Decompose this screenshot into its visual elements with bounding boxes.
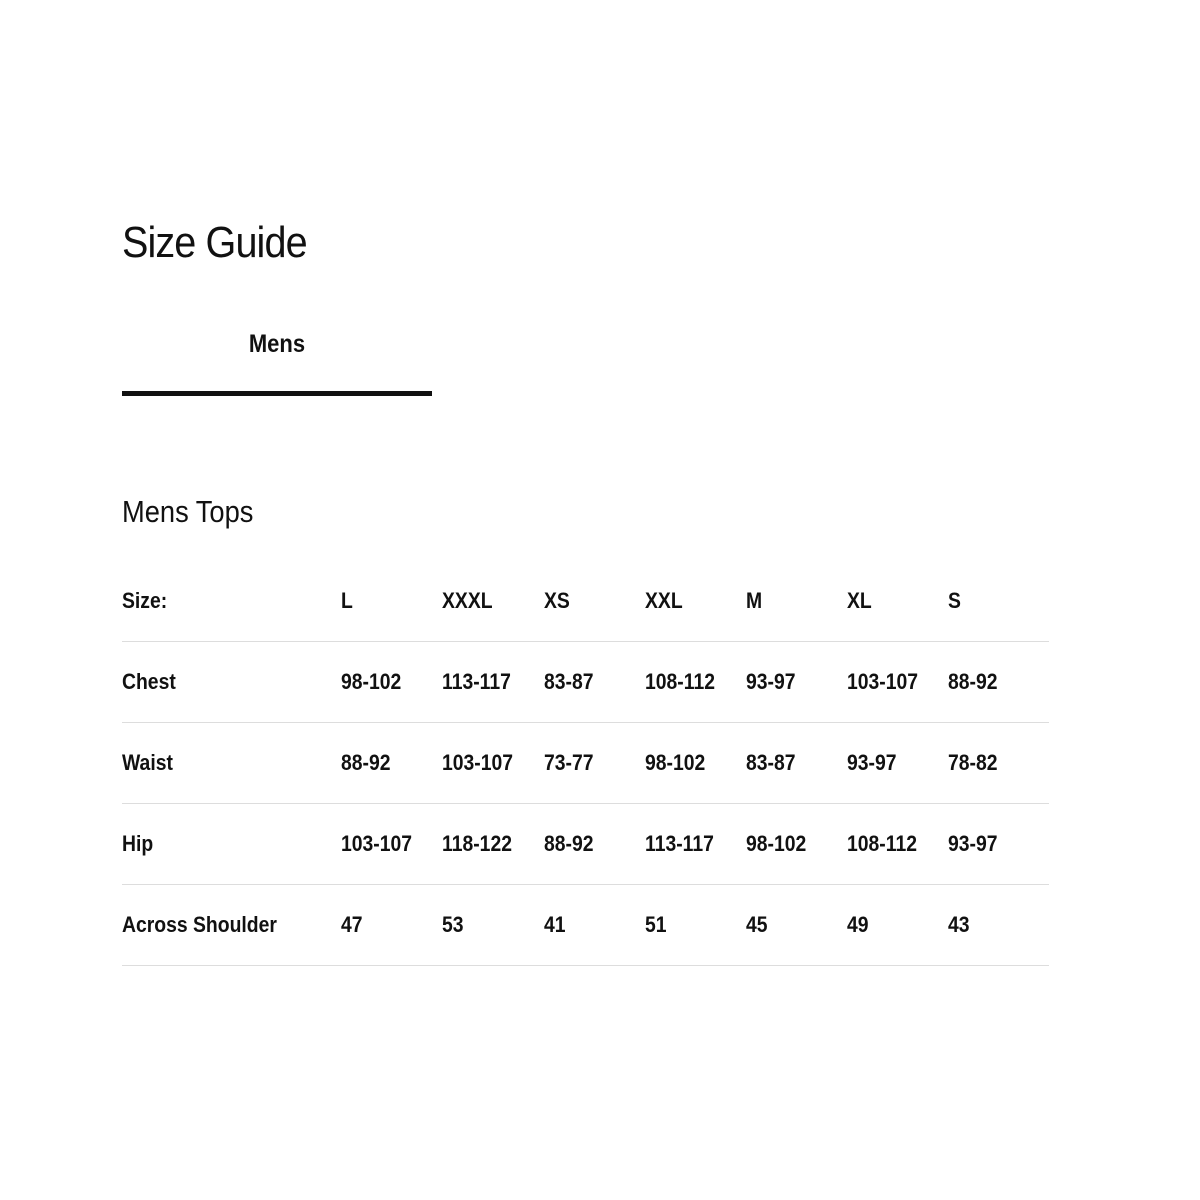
table-cell: 73-77 <box>543 750 594 775</box>
section-title: Mens Tops <box>122 494 254 529</box>
table-cell: XXL <box>644 588 683 613</box>
tab-label: Mens <box>248 330 306 358</box>
table-row: Chest 98-102 113-117 83-87 108-112 93-97 103-1… <box>122 641 1049 723</box>
table-cell: XXXL <box>442 588 493 613</box>
row-label: Hip <box>122 831 154 856</box>
table-cell: 53 <box>442 912 464 937</box>
table-cell: 93-97 <box>745 669 796 694</box>
row-label: Across Shoulder <box>122 912 277 937</box>
table-cell: XL <box>846 588 872 613</box>
table-cell: 43 <box>948 912 970 937</box>
table-cell: 45 <box>745 912 768 937</box>
row-label: Size: <box>122 588 168 613</box>
table-cell: 108-112 <box>846 831 917 856</box>
table-cell: 51 <box>644 912 667 937</box>
table-cell: 113-117 <box>644 831 714 856</box>
table-cell: 93-97 <box>846 750 897 775</box>
table-cell: S <box>948 588 962 613</box>
header-row: Size: L XXXL XS XXL M XL S <box>122 561 1049 642</box>
table-cell: 88-92 <box>948 669 998 694</box>
row-label: Waist <box>122 750 173 775</box>
table-cell: 103-107 <box>341 831 413 856</box>
table-cell: 103-107 <box>846 669 918 694</box>
page-title: Size Guide <box>122 218 308 267</box>
table-cell: M <box>745 588 763 613</box>
table-row: Waist 88-92 103-107 73-77 98-102 83-87 93-97 78… <box>122 722 1049 804</box>
table-cell: 113-117 <box>442 669 512 694</box>
table-cell: 98-102 <box>341 669 402 694</box>
size-table: Size: L XXXL XS XXL M XL S Chest 98-102 113-117 83-… <box>122 561 1049 966</box>
table-row: Hip 103-107 118-122 88-92 113-117 98-102 108-1… <box>122 803 1049 885</box>
table-cell: 118-122 <box>442 831 513 856</box>
table-cell: 83-87 <box>543 669 594 694</box>
table-cell: XS <box>543 588 570 613</box>
table-cell: 103-107 <box>442 750 514 775</box>
table-cell: L <box>341 588 353 613</box>
table-cell: 41 <box>543 912 566 937</box>
table-cell: 88-92 <box>341 750 391 775</box>
table-cell: 98-102 <box>745 831 807 856</box>
table-cell: 93-97 <box>948 831 998 856</box>
table-cell: 47 <box>341 912 363 937</box>
table-cell: 49 <box>846 912 869 937</box>
tab-mens[interactable]: Mens <box>122 330 432 396</box>
table-cell: 83-87 <box>745 750 796 775</box>
row-label: Chest <box>122 669 176 694</box>
table-cell: 88-92 <box>543 831 594 856</box>
table-cell: 98-102 <box>644 750 706 775</box>
table-row: Across Shoulder 47 53 41 51 45 49 43 <box>122 884 1049 966</box>
table-cell: 78-82 <box>948 750 998 775</box>
table-cell: 108-112 <box>644 669 715 694</box>
